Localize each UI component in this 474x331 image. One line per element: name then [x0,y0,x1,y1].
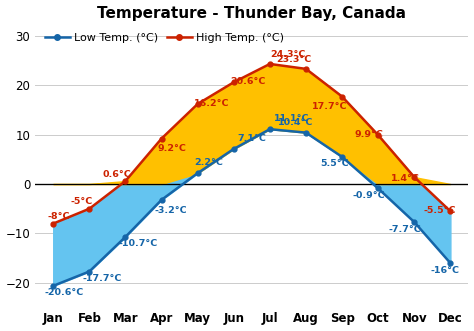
Legend: Low Temp. (°C), High Temp. (°C): Low Temp. (°C), High Temp. (°C) [41,28,288,48]
Text: 20.6°C: 20.6°C [230,77,265,86]
Text: 7.1°C: 7.1°C [237,134,266,143]
Text: -0.9°C: -0.9°C [353,191,385,200]
Text: -16°C: -16°C [430,265,459,275]
Text: 0.6°C: 0.6°C [102,169,131,179]
Text: -20.6°C: -20.6°C [44,288,83,297]
Text: -10.7°C: -10.7°C [118,239,157,248]
Text: 23.3°C: 23.3°C [276,55,311,64]
Title: Temperature - Thunder Bay, Canada: Temperature - Thunder Bay, Canada [97,6,406,21]
Text: -5.5°C: -5.5°C [423,206,456,215]
Text: 11.1°C: 11.1°C [273,114,309,123]
Text: 9.9°C: 9.9°C [355,130,383,139]
Text: -17.7°C: -17.7°C [82,274,121,283]
Text: 10.4°C: 10.4°C [278,118,313,127]
Text: -3.2°C: -3.2°C [155,206,187,215]
Text: 2.2°C: 2.2°C [194,158,223,167]
Text: 24.3°C: 24.3°C [270,50,305,59]
Text: -5°C: -5°C [71,197,93,206]
Text: 9.2°C: 9.2°C [158,144,187,153]
Text: -7.7°C: -7.7°C [389,224,421,234]
Text: 5.5°C: 5.5°C [321,159,349,168]
Text: 16.2°C: 16.2°C [194,99,229,108]
Text: 17.7°C: 17.7°C [312,102,347,111]
Text: 1.4°C: 1.4°C [391,174,419,183]
Text: -8°C: -8°C [48,212,70,221]
